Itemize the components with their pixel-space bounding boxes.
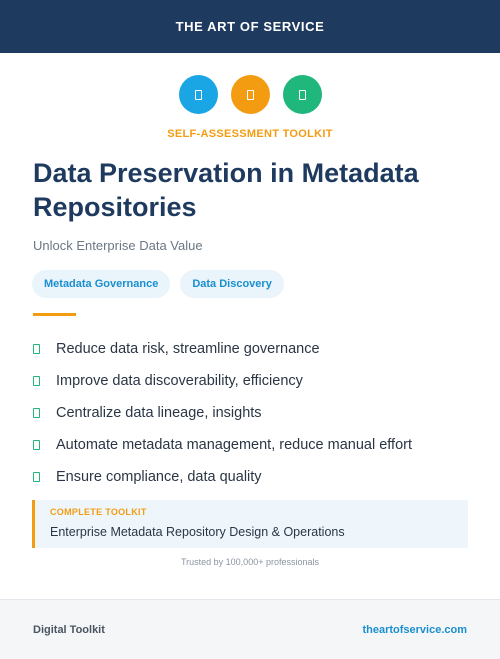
page-title: Data Preservation in Metadata Repositori… (33, 158, 419, 222)
tag-data-discovery: Data Discovery (180, 270, 284, 298)
feature-text: Reduce data risk, streamline governance (56, 341, 320, 357)
check-icon (33, 408, 40, 418)
feature-text: Improve data discoverability, efficiency (56, 373, 303, 389)
feature-text: Automate metadata management, reduce man… (56, 437, 413, 453)
footer-label: Digital Toolkit (33, 623, 105, 636)
feature-text: Ensure compliance, data quality (56, 469, 262, 485)
footer: Digital Toolkit theartofservice.com (0, 599, 500, 659)
icon-row (0, 75, 500, 114)
check-icon (33, 344, 40, 354)
tag-metadata-governance: Metadata Governance (32, 270, 171, 298)
feature-item: Reduce data risk, streamline governance (33, 333, 473, 365)
green-icon (282, 75, 322, 114)
accent-divider (33, 313, 76, 316)
brand-name: THE ART OF SERVICE (175, 19, 325, 34)
check-icon (33, 376, 40, 386)
blue-icon (178, 75, 218, 114)
callout-label: COMPLETE TOOLKIT (50, 507, 147, 517)
page-subtitle: Unlock Enterprise Data Value (33, 238, 203, 253)
check-icon (33, 440, 40, 450)
website-link[interactable]: theartofservice.com (362, 623, 467, 636)
toolkit-kicker: SELF-ASSESSMENT TOOLKIT (167, 128, 333, 140)
check-icon (33, 472, 40, 482)
header-bar: THE ART OF SERVICE (0, 0, 500, 53)
feature-item: Improve data discoverability, efficiency (33, 365, 473, 397)
feature-item: Automate metadata management, reduce man… (33, 429, 473, 461)
callout-text: Enterprise Metadata Repository Design & … (50, 525, 345, 539)
tag-list: Metadata Governance Data Discovery (32, 270, 284, 298)
orange-icon (230, 75, 270, 114)
feature-item: Ensure compliance, data quality (33, 461, 473, 493)
trusted-note: Trusted by 100,000+ professionals (180, 557, 319, 567)
complete-toolkit-callout: COMPLETE TOOLKIT Enterprise Metadata Rep… (32, 500, 468, 548)
feature-text: Centralize data lineage, insights (56, 405, 262, 421)
feature-list: Reduce data risk, streamline governance … (33, 333, 473, 493)
feature-item: Centralize data lineage, insights (33, 397, 473, 429)
